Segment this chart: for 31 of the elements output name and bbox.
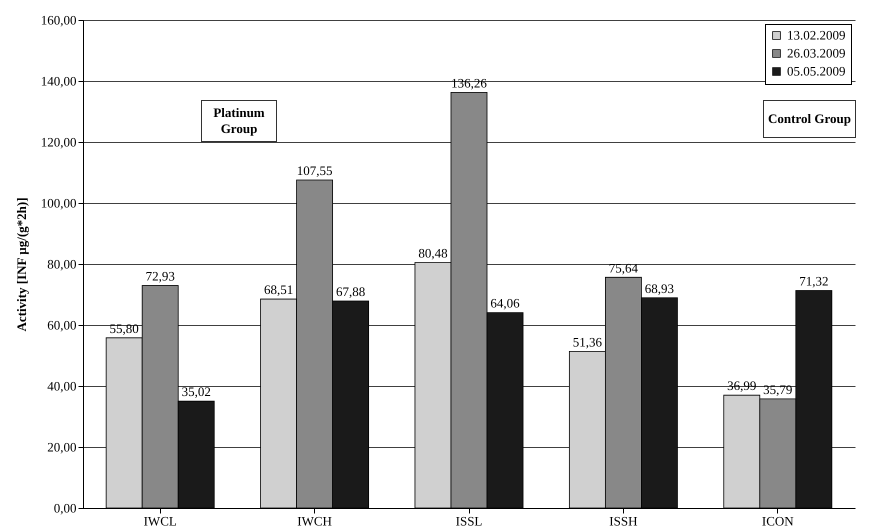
x-tick-label: ISSH [609, 514, 638, 528]
legend-label: 26.03.2009 [787, 46, 846, 60]
y-tick-label: 160,00 [40, 12, 76, 28]
data-label: 64,06 [490, 296, 520, 311]
x-tick-label: ISSL [456, 514, 482, 528]
data-label: 75,64 [608, 260, 639, 276]
y-tick-label: 140,00 [40, 74, 76, 88]
legend-label: 13.02.2009 [787, 28, 846, 42]
data-label: 68,51 [264, 282, 294, 298]
annotation: Control Group [763, 100, 856, 138]
y-tick-label: 80,00 [47, 256, 76, 272]
y-tick-label: 100,00 [40, 196, 76, 210]
y-tick-label: 40,00 [47, 378, 76, 394]
data-label: 107,55 [296, 162, 332, 178]
data-label: 35,02 [182, 384, 211, 400]
data-label: 80,48 [418, 246, 448, 261]
annotation: Platinum Group [201, 100, 277, 142]
x-tick-label: IWCH [297, 514, 332, 528]
x-tick-label: ICON [762, 514, 794, 528]
data-label: 68,93 [644, 280, 674, 296]
y-tick-label: 0,00 [54, 500, 76, 516]
y-tick-label: 60,00 [47, 318, 76, 332]
y-axis-title: Activity [INF µg/(g*2h)] [14, 197, 29, 332]
legend-label: 05.05.2009 [787, 64, 846, 78]
x-tick-label: IWCL [144, 514, 177, 528]
y-tick-label: 120,00 [40, 134, 76, 150]
data-label: 71,32 [799, 273, 828, 288]
data-label: 51,36 [572, 334, 602, 350]
data-label: 72,93 [146, 268, 175, 284]
y-tick-label: 20,00 [47, 440, 76, 454]
data-label: 67,88 [336, 284, 366, 299]
